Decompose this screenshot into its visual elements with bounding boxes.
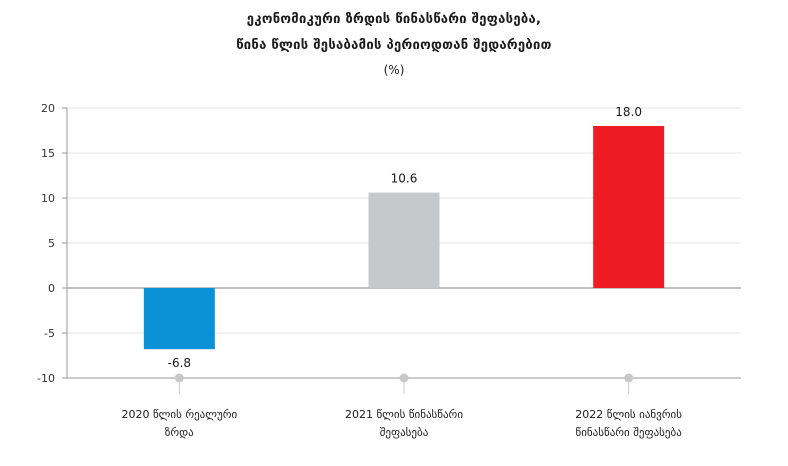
data-label: 18.0 (615, 105, 642, 119)
bar (143, 288, 215, 350)
y-tick-label: 10 (41, 192, 55, 205)
category-label: 2022 წლის იანვრის წინასწარი შეფასება (539, 406, 719, 442)
bar (593, 126, 665, 288)
category-label: 2020 წლის რეალური ზრდა (89, 406, 269, 442)
category-marker (624, 373, 634, 383)
data-label: 10.6 (391, 172, 418, 186)
category-label-line: შეფასება (379, 426, 429, 439)
category-label-line: ზრდა (164, 426, 194, 439)
chart-title-line-1: ეკონომიკური ზრდის წინასწარი შეფასება, (246, 12, 542, 27)
category-label-line: წინასწარი შეფასება (575, 426, 682, 439)
category-label-line: 2022 წლის იანვრის (575, 408, 682, 421)
category-marker (399, 373, 409, 383)
chart-unit: (%) (383, 63, 405, 77)
category-label: 2021 წლის წინასწარი შეფასება (314, 406, 494, 442)
y-tick-label: 0 (48, 282, 55, 295)
y-tick-label: 20 (41, 102, 55, 115)
data-label: -6.8 (168, 356, 191, 370)
chart-title-line-2: წინა წლის შესაბამის პერიოდთან შედარებით (236, 38, 552, 53)
y-tick-label: 15 (41, 147, 55, 160)
category-label-line: 2021 წლის წინასწარი (344, 408, 464, 421)
category-label-line: 2020 წლის რეალური (121, 408, 238, 421)
y-tick-label: 5 (48, 237, 55, 250)
category-marker (174, 373, 184, 383)
y-tick-label: -5 (44, 327, 55, 340)
bar (368, 192, 440, 288)
y-tick-label: -10 (37, 372, 55, 385)
